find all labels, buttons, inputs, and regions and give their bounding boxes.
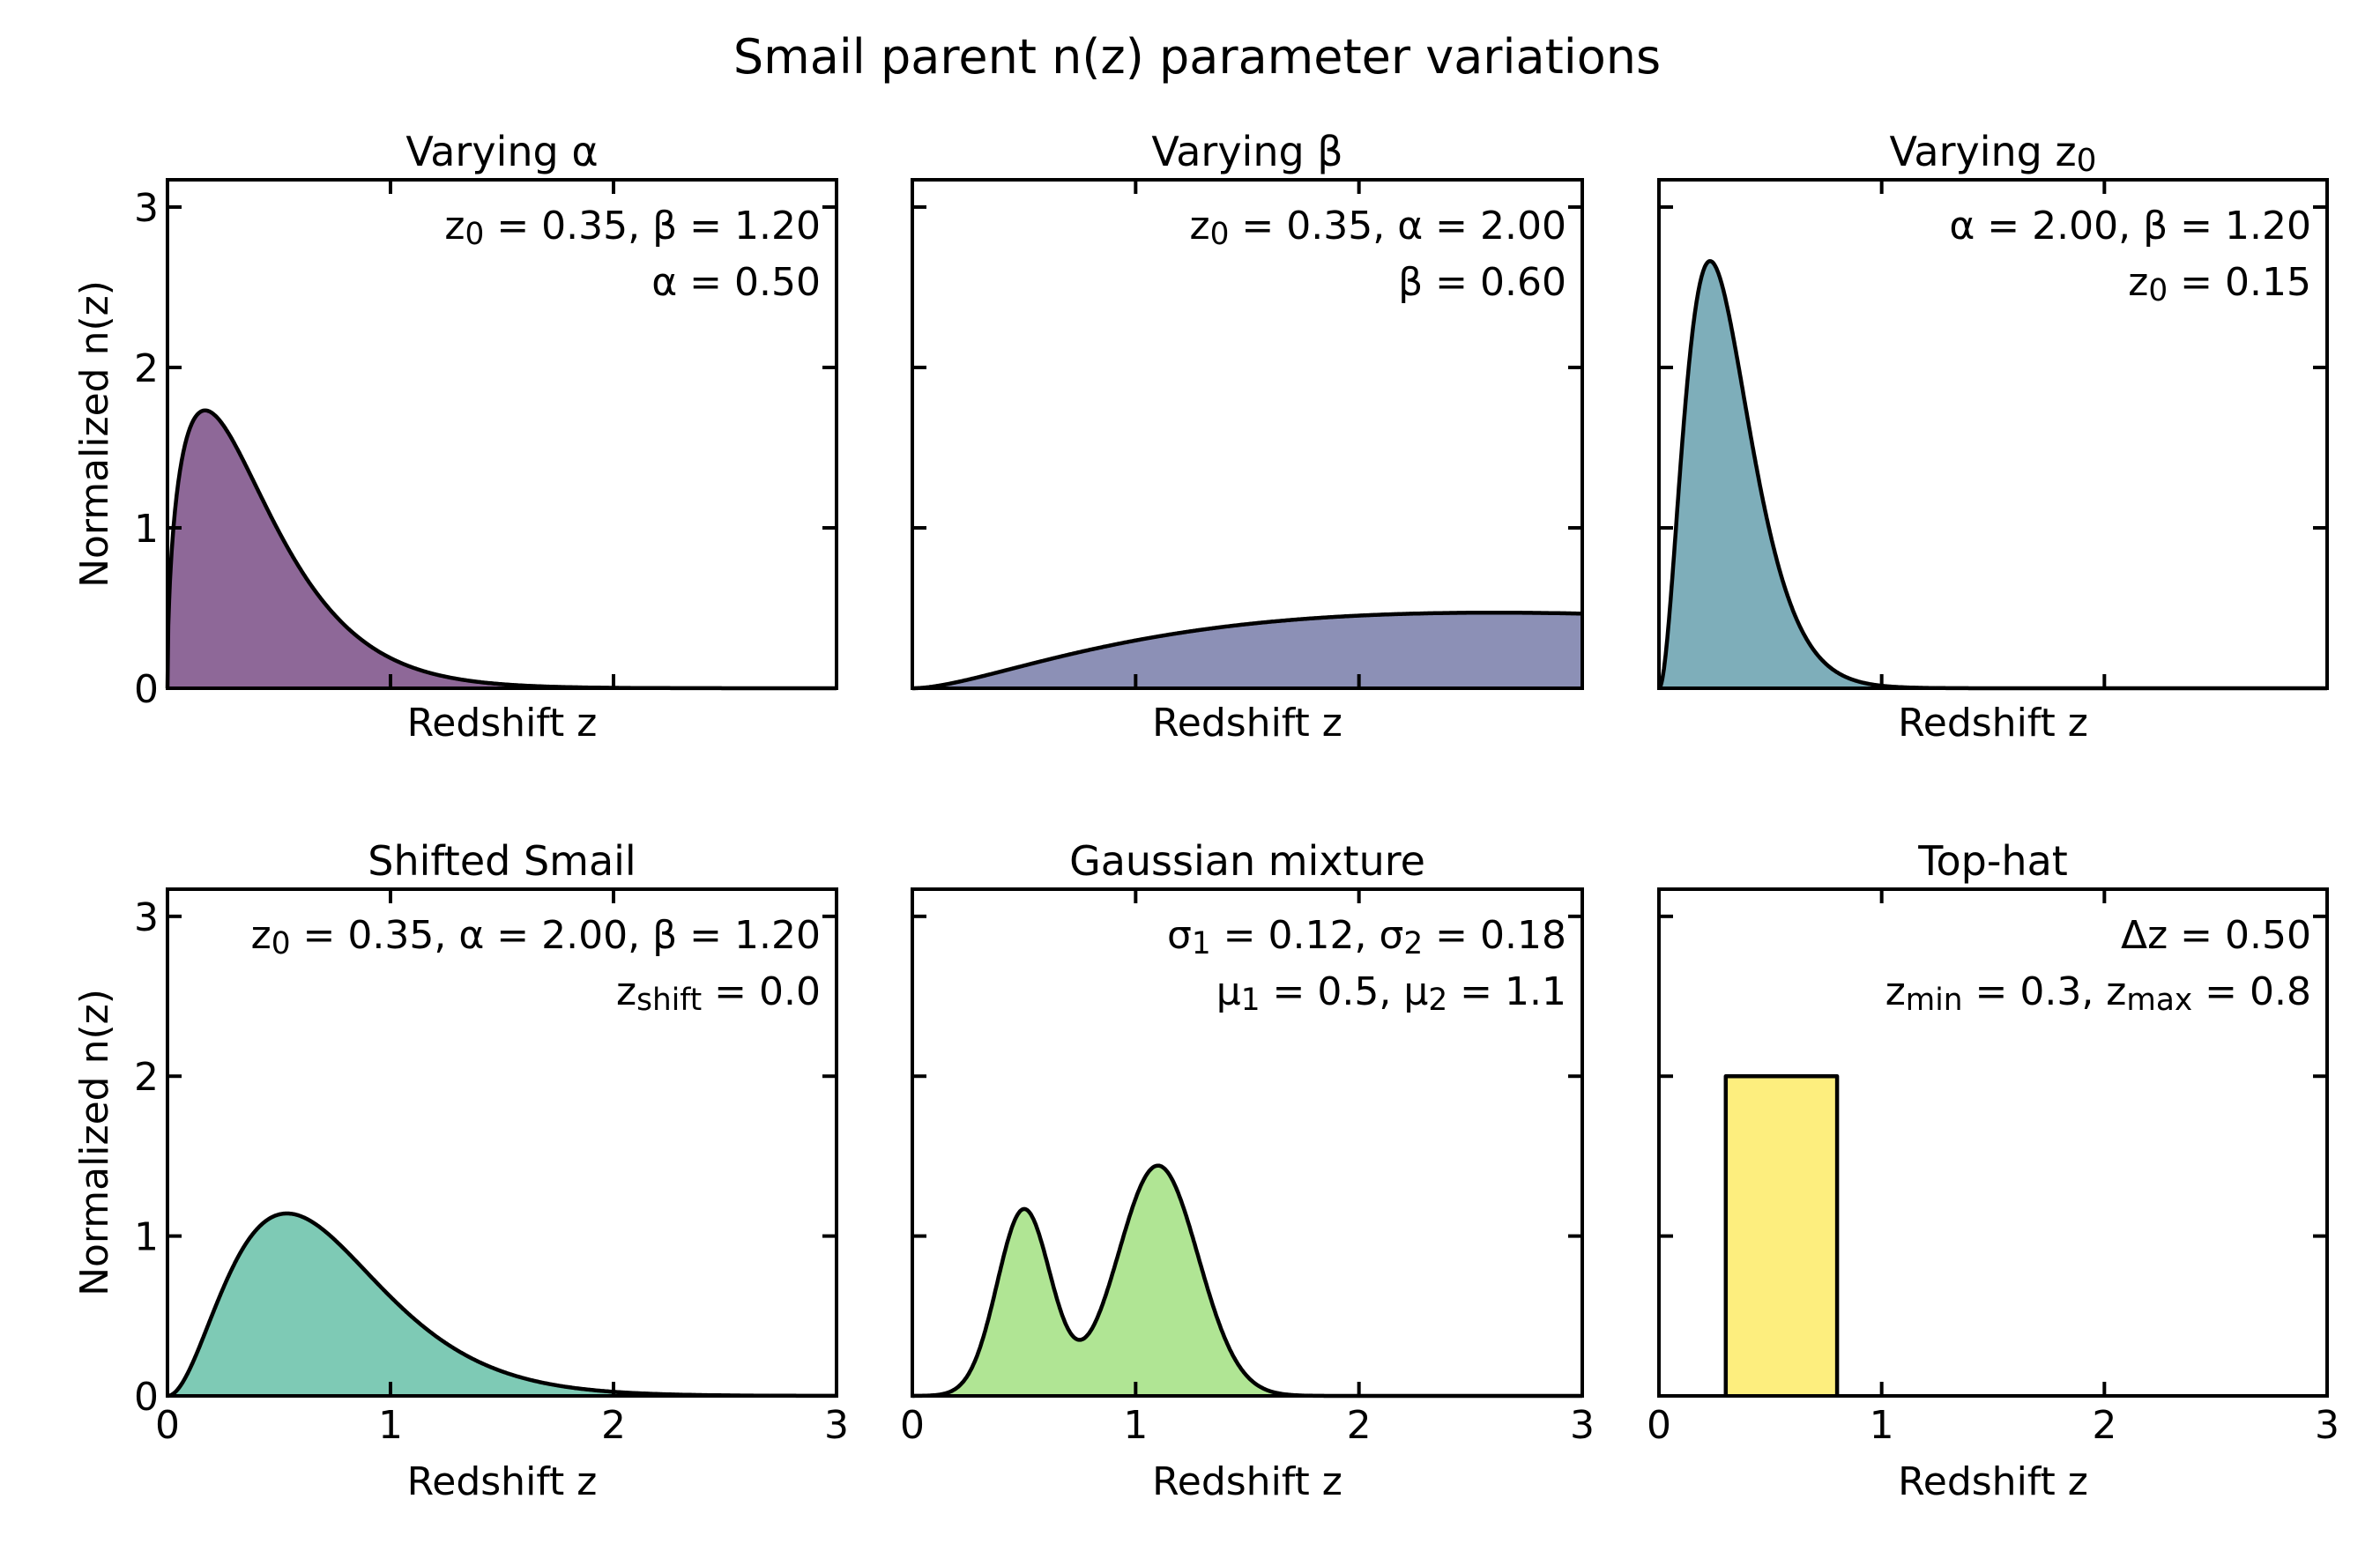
nz-fill-area bbox=[1725, 1076, 1838, 1396]
panel-title: Shifted Smail bbox=[368, 837, 636, 885]
x-tick-label: 3 bbox=[1570, 1403, 1595, 1448]
x-tick-label: 3 bbox=[2315, 1403, 2339, 1448]
x-tick-label: 2 bbox=[1347, 1403, 1372, 1448]
x-tick-label: 1 bbox=[1870, 1403, 1894, 1448]
parameter-annotation: β = 0.60 bbox=[1398, 260, 1566, 305]
parameter-annotation: α = 0.50 bbox=[651, 260, 821, 305]
x-tick-label: 0 bbox=[155, 1403, 180, 1448]
x-axis-label: Redshift z bbox=[407, 1459, 598, 1504]
parameter-annotation: z0 = 0.15 bbox=[2128, 260, 2311, 308]
x-tick-label: 3 bbox=[824, 1403, 849, 1448]
x-axis-label: Redshift z bbox=[1898, 1459, 2088, 1504]
y-tick-label: 1 bbox=[134, 507, 159, 552]
parameter-annotation: μ1 = 0.5, μ2 = 1.1 bbox=[1216, 969, 1566, 1018]
parameter-annotation: zmin = 0.3, zmax = 0.8 bbox=[1885, 969, 2311, 1018]
panel-title: Varying α bbox=[405, 128, 598, 175]
panel-2: Varying β z0 = 0.35, α = 2.00 β = 0.60 Reds… bbox=[911, 128, 1584, 746]
panel-4: 0 1 2 3 0 1 2 3 Shifted Smail z0 = 0.35, α = 2.00… bbox=[72, 837, 849, 1504]
y-tick-label: 1 bbox=[134, 1215, 159, 1260]
panel-title: Top-hat bbox=[1917, 837, 2068, 885]
panel-title: Gaussian mixture bbox=[1069, 837, 1425, 885]
figure-title: Smail parent n(z) parameter variations bbox=[733, 29, 1661, 85]
nz-fill-area bbox=[912, 1165, 1582, 1396]
x-tick-label: 1 bbox=[1123, 1403, 1148, 1448]
nz-curve bbox=[911, 610, 1584, 691]
parameter-annotation: z0 = 0.35, α = 2.00, β = 1.20 bbox=[251, 913, 821, 961]
panel-title: Varying z0 bbox=[1890, 128, 2097, 179]
y-tick-label: 0 bbox=[134, 667, 159, 712]
y-tick-label: 2 bbox=[134, 1055, 159, 1100]
axes-frame bbox=[166, 178, 838, 690]
axes-frame bbox=[1657, 887, 2329, 1398]
parameter-annotation: zshift = 0.0 bbox=[616, 969, 821, 1018]
y-axis-label: Normalized n(z) bbox=[72, 280, 117, 588]
parameter-annotation: σ1 = 0.12, σ2 = 0.18 bbox=[1167, 913, 1566, 961]
y-axis-label: Normalized n(z) bbox=[72, 989, 117, 1296]
parameter-annotation: Δz = 0.50 bbox=[2121, 913, 2311, 958]
parameter-annotation: α = 2.00, β = 1.20 bbox=[1949, 204, 2311, 249]
panel-1: 0 1 2 3 Varying α z0 = 0.35, β = 1.20 α = 0.50… bbox=[72, 128, 838, 746]
nz-fill-area bbox=[167, 410, 837, 688]
parameter-annotation: z0 = 0.35, β = 1.20 bbox=[444, 204, 821, 252]
nz-fill-area bbox=[167, 1213, 837, 1396]
y-tick-label: 3 bbox=[134, 895, 159, 940]
x-tick-label: 0 bbox=[1647, 1403, 1671, 1448]
nz-curve bbox=[1723, 1073, 1840, 1396]
x-axis-label: Redshift z bbox=[1152, 701, 1342, 746]
parameter-annotation: z0 = 0.35, α = 2.00 bbox=[1189, 204, 1566, 252]
x-tick-label: 0 bbox=[900, 1403, 925, 1448]
axes-frame bbox=[911, 178, 1584, 690]
x-axis-label: Redshift z bbox=[1898, 701, 2088, 746]
y-tick-label: 0 bbox=[134, 1375, 159, 1420]
panel-5: 0 1 2 3 Gaussian mixture σ1 = 0.12, σ2 = 0.18… bbox=[900, 837, 1595, 1504]
x-axis-label: Redshift z bbox=[1152, 1459, 1342, 1504]
x-tick-label: 2 bbox=[2092, 1403, 2116, 1448]
x-tick-label: 2 bbox=[601, 1403, 626, 1448]
y-tick-label: 2 bbox=[134, 346, 159, 391]
axes-frame bbox=[1657, 178, 2329, 690]
nz-fill-area bbox=[912, 612, 1582, 688]
panel-6: 0 1 2 3 Top-hat Δz = 0.50 zmin = 0.3, zmax = 0… bbox=[1647, 837, 2339, 1504]
axes-frame bbox=[911, 887, 1584, 1398]
x-tick-label: 1 bbox=[378, 1403, 403, 1448]
panel-title: Varying β bbox=[1151, 128, 1342, 175]
axes-frame bbox=[166, 887, 838, 1398]
panel-3: Varying z0 α = 2.00, β = 1.20 z0 = 0.15 Red… bbox=[1657, 128, 2329, 746]
y-tick-label: 3 bbox=[134, 186, 159, 231]
x-axis-label: Redshift z bbox=[407, 701, 598, 746]
